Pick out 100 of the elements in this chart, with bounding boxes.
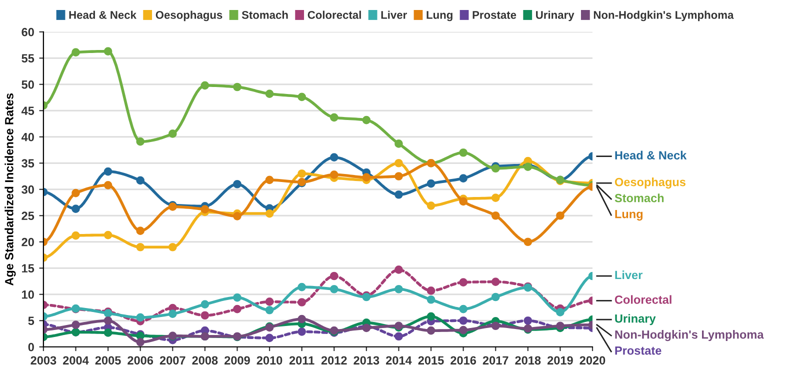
x-tick-label: 2014	[386, 356, 412, 365]
text: Lung	[615, 210, 643, 221]
point	[330, 170, 338, 179]
point	[426, 326, 436, 335]
x-tick-label: 2005	[95, 356, 121, 365]
point	[265, 334, 274, 342]
x-tick-label: 2012	[321, 356, 347, 365]
point	[265, 176, 274, 184]
point	[136, 242, 145, 252]
point	[72, 188, 80, 198]
point	[491, 164, 500, 173]
point	[394, 284, 403, 294]
point	[136, 338, 145, 346]
point	[72, 320, 80, 329]
x-tick-label: 2007	[160, 356, 186, 365]
point	[330, 284, 338, 294]
legend-label: Prostate	[472, 11, 516, 19]
x-tick-label: 2019	[547, 356, 573, 365]
x-tick-label: 2018	[515, 356, 541, 365]
point	[459, 197, 468, 206]
x-tick-label: 2020	[580, 356, 606, 365]
point	[200, 81, 210, 90]
point	[104, 167, 112, 176]
point	[459, 326, 468, 334]
point	[426, 312, 436, 321]
point	[104, 181, 112, 190]
point	[265, 90, 274, 98]
point	[362, 173, 371, 182]
point	[72, 204, 80, 213]
text: Liver	[615, 270, 642, 280]
point	[394, 172, 403, 180]
point	[426, 295, 436, 304]
point	[265, 209, 274, 218]
point	[459, 304, 468, 314]
point	[459, 316, 468, 325]
legend-label: Urinary	[536, 10, 574, 22]
point	[136, 313, 145, 322]
x-tick-label: 2004	[63, 356, 89, 365]
x-tick-label: 2015	[418, 356, 444, 365]
point	[491, 292, 500, 302]
text: Oesophagus	[614, 178, 686, 189]
point	[298, 327, 306, 336]
point	[104, 328, 112, 337]
point	[394, 140, 403, 148]
x-tick-label: 2009	[224, 356, 250, 365]
point	[459, 148, 468, 157]
y-tick-label: 45	[21, 106, 34, 116]
point	[104, 316, 112, 325]
x-tick-label: 2003	[30, 356, 56, 365]
y-tick-label: 50	[22, 80, 34, 89]
legend-label: Colorectal	[308, 10, 361, 19]
point	[298, 298, 306, 306]
point	[394, 332, 403, 341]
point	[265, 298, 274, 306]
point	[459, 278, 468, 286]
point	[233, 82, 242, 92]
point	[362, 116, 371, 124]
y-tick-label: 60	[22, 28, 34, 36]
point	[233, 180, 242, 188]
legend-label: Lung	[426, 11, 452, 22]
point	[72, 48, 80, 57]
x-tick-label: 2016	[450, 356, 476, 365]
point	[168, 130, 177, 138]
text: Colorectal	[614, 295, 672, 304]
point	[394, 158, 403, 168]
point	[298, 169, 306, 178]
x-tick-label: 2010	[256, 356, 282, 365]
x-tick-label: 2006	[128, 356, 154, 365]
legend-label: Stomach	[242, 10, 288, 19]
point	[298, 282, 306, 292]
legend-label: Non-Hodgkin's Lymphoma	[594, 10, 734, 22]
point	[233, 304, 242, 314]
point	[459, 174, 468, 183]
point	[104, 230, 112, 240]
x-tick-label: 2011	[289, 356, 314, 365]
legend-label: Liver	[381, 10, 407, 19]
text: Non-Hodgkin's Lymphoma	[615, 330, 764, 342]
point	[200, 205, 210, 214]
point	[136, 176, 145, 185]
point	[330, 272, 338, 280]
point	[136, 226, 145, 236]
y-tick-label: 10	[22, 290, 34, 299]
point	[524, 316, 532, 325]
point	[394, 190, 403, 199]
y-tick-label: 25	[22, 212, 34, 220]
point	[491, 194, 500, 202]
y-tick-label: 40	[21, 132, 34, 142]
y-axis-title: Age Standardized Incidence Rates	[4, 93, 16, 286]
point	[265, 306, 274, 314]
y-tick-label: 20	[22, 238, 34, 246]
point	[298, 314, 306, 324]
point	[330, 113, 338, 122]
y-tick-label: 30	[22, 185, 34, 194]
point	[556, 211, 564, 220]
y-tick-label: 35	[22, 159, 34, 168]
y-tick-label: 55	[22, 54, 34, 63]
y-tick-label: 0	[28, 342, 34, 352]
point	[200, 311, 210, 320]
point	[72, 231, 80, 240]
legend-label: Oesophagus	[156, 10, 222, 22]
